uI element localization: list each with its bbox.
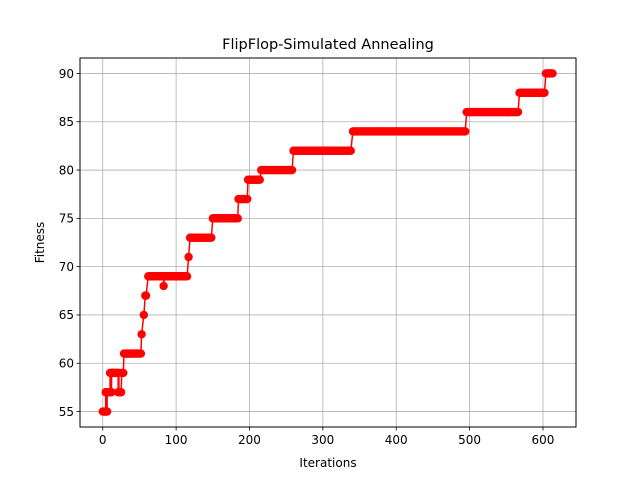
y-tick-label: 65: [59, 308, 74, 322]
data-point: [540, 88, 549, 97]
x-tick-label: 300: [311, 433, 334, 447]
data-point: [287, 165, 297, 175]
data-series: [98, 69, 557, 416]
y-axis-label: Fitness: [33, 222, 47, 264]
data-point: [137, 330, 146, 339]
data-point: [243, 194, 252, 204]
y-tick-label: 90: [59, 67, 74, 81]
y-tick-label: 75: [59, 212, 74, 226]
axis-ticks: 0 100 200 300 400 500 600 55 60 65 70 75 80 85 90: [59, 67, 555, 447]
data-point: [346, 146, 355, 155]
x-tick-label: 200: [238, 433, 261, 447]
data-point: [119, 368, 128, 378]
data-point: [159, 281, 168, 291]
y-tick-label: 60: [59, 357, 74, 371]
x-axis-label: Iterations: [299, 456, 356, 470]
data-point: [513, 107, 523, 117]
y-tick-label: 70: [59, 260, 74, 274]
data-point: [207, 233, 216, 242]
x-tick-label: 100: [165, 433, 188, 447]
data-point: [107, 388, 116, 397]
data-point: [139, 310, 149, 320]
data-point: [233, 214, 242, 223]
data-point: [182, 272, 192, 281]
data-point: [184, 252, 193, 262]
data-point: [141, 291, 151, 300]
data-point: [461, 127, 470, 136]
x-tick-label: 600: [532, 433, 555, 447]
x-tick-label: 400: [385, 433, 408, 447]
y-tick-label: 55: [59, 405, 74, 419]
plot-frame: [79, 57, 577, 428]
y-tick-label: 80: [59, 163, 74, 177]
data-point: [136, 349, 146, 358]
x-tick-label: 500: [458, 433, 481, 447]
x-tick-label: 0: [99, 433, 107, 447]
data-point: [548, 69, 557, 78]
data-point: [255, 175, 264, 184]
chart-title: FlipFlop-Simulated Annealing: [222, 37, 434, 53]
data-point: [116, 388, 126, 397]
y-tick-label: 85: [59, 115, 74, 129]
data-point: [102, 407, 112, 416]
grid: [80, 58, 576, 427]
